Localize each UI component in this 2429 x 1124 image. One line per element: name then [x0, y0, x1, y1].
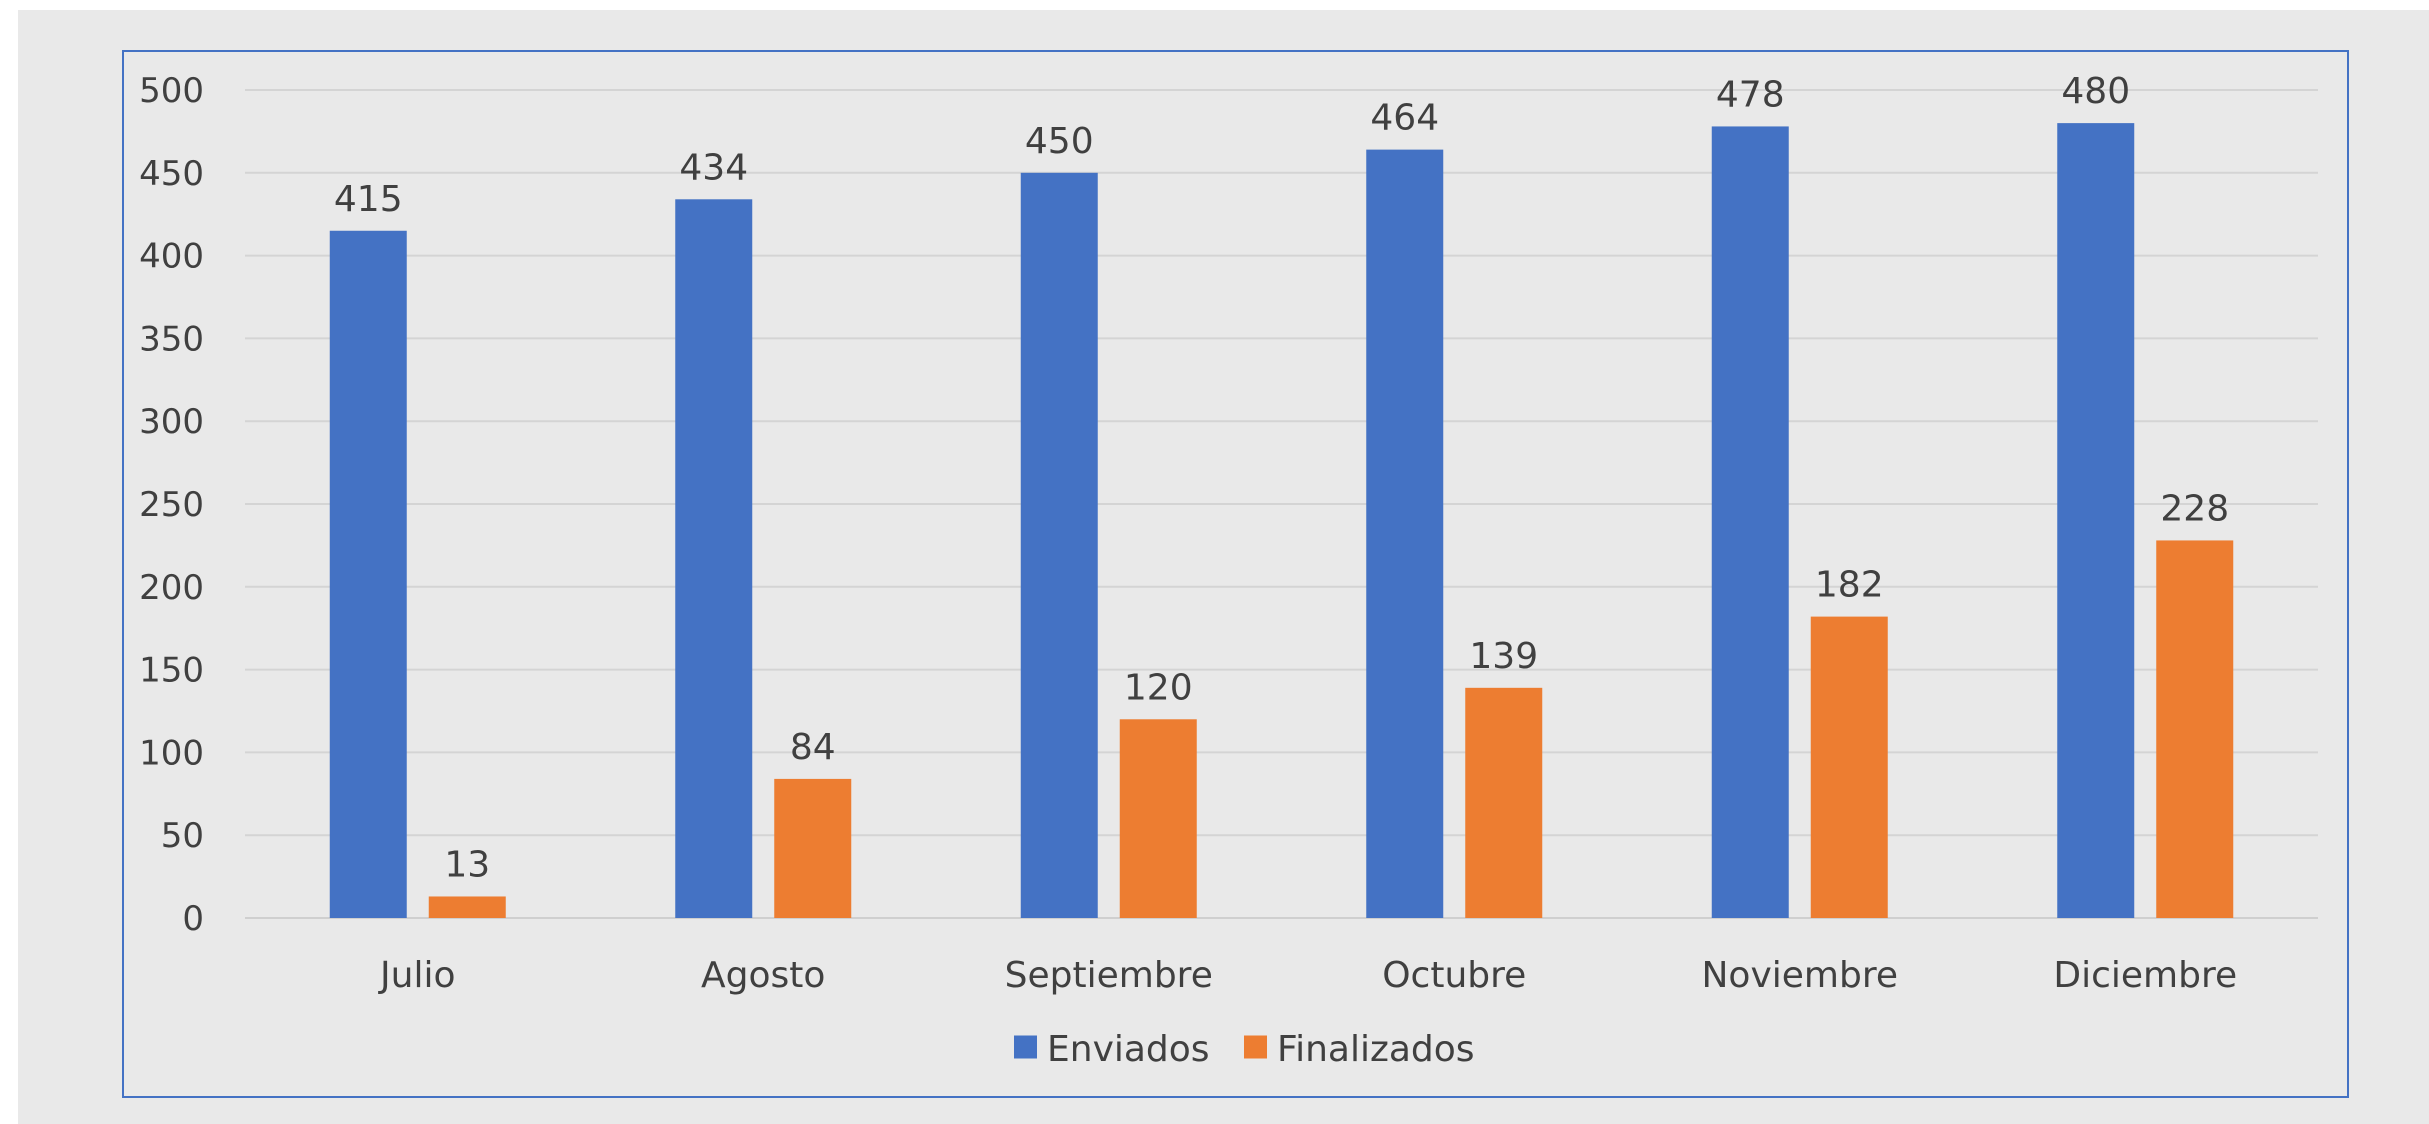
y-tick-label: 500	[139, 71, 204, 111]
legend: Enviados Finalizados	[1014, 1029, 1475, 1070]
y-axis-ticks: 0 50 100 150 200 250 300 350 400 450 500	[139, 71, 204, 939]
x-axis-categories: Julio Agosto Septiembre Octubre Noviembre Dic…	[378, 955, 2237, 996]
y-tick-label: 450	[139, 154, 204, 194]
y-tick-label: 300	[139, 402, 204, 442]
y-tick-label: 50	[161, 816, 204, 856]
x-category-label: Julio	[378, 955, 455, 996]
data-label: 182	[1815, 565, 1884, 606]
data-labels: 415 13 434 84 450 120 464 139 478 182 480 228	[334, 71, 2229, 885]
y-tick-label: 150	[139, 651, 204, 691]
data-label: 478	[1716, 74, 1785, 115]
data-label: 139	[1469, 636, 1538, 677]
data-label: 450	[1025, 121, 1094, 162]
bar-finalizados-octubre	[1465, 687, 1543, 918]
bar-finalizados-noviembre	[1810, 616, 1888, 918]
bar-finalizados-septiembre	[1119, 719, 1197, 918]
bar-enviados-agosto	[675, 199, 753, 918]
gridlines	[245, 89, 2318, 919]
data-label: 434	[679, 147, 748, 188]
bar-enviados-diciembre	[2057, 123, 2135, 919]
bars	[329, 123, 2234, 919]
bar-enviados-octubre	[1366, 149, 1444, 919]
data-label: 84	[790, 727, 836, 768]
data-label: 464	[1370, 98, 1439, 139]
y-tick-label: 0	[182, 899, 204, 939]
chart-background	[18, 10, 2429, 1124]
x-category-label: Diciembre	[2053, 955, 2237, 996]
legend-swatch-enviados	[1014, 1035, 1037, 1059]
bar-finalizados-julio	[428, 896, 506, 918]
y-tick-label: 100	[139, 733, 204, 773]
legend-label-enviados: Enviados	[1047, 1029, 1210, 1070]
bar-enviados-noviembre	[1711, 126, 1789, 918]
x-category-label: Noviembre	[1702, 955, 1899, 996]
x-category-label: Octubre	[1382, 955, 1526, 996]
chart-frame	[122, 50, 2349, 1098]
bar-enviados-septiembre	[1020, 172, 1098, 919]
y-tick-label: 250	[139, 485, 204, 525]
data-label: 120	[1124, 667, 1193, 708]
bar-finalizados-diciembre	[2156, 540, 2234, 918]
data-label: 228	[2160, 488, 2229, 529]
legend-label-finalizados: Finalizados	[1277, 1029, 1475, 1070]
x-category-label: Septiembre	[1005, 955, 1213, 996]
bar-enviados-julio	[329, 230, 407, 918]
y-tick-label: 200	[139, 568, 204, 608]
bar-finalizados-agosto	[774, 778, 852, 918]
legend-swatch-finalizados	[1244, 1035, 1267, 1059]
y-tick-label: 350	[139, 319, 204, 359]
x-category-label: Agosto	[701, 955, 825, 996]
data-label: 415	[334, 179, 403, 220]
data-label: 480	[2061, 71, 2130, 112]
y-tick-label: 400	[139, 237, 204, 277]
data-label: 13	[444, 844, 490, 885]
